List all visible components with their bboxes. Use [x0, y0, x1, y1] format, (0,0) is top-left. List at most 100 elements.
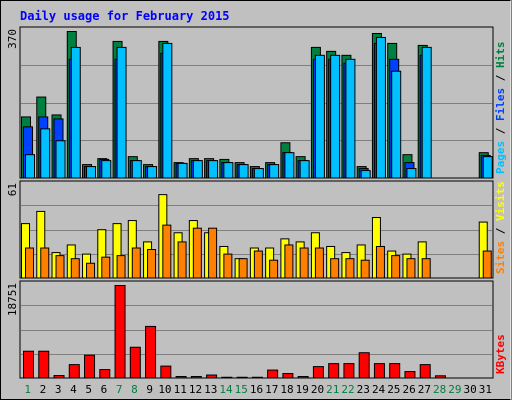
x-tick-label: 17 — [265, 383, 278, 396]
bar-sites-day-4 — [70, 258, 80, 279]
chart-title: Daily usage for February 2015 — [20, 9, 230, 23]
bar-kbytes-day-7 — [114, 285, 126, 379]
bar-pages-day-22 — [345, 58, 356, 179]
bar-kbytes-day-28 — [434, 375, 446, 379]
bar-kbytes-day-22 — [343, 363, 355, 379]
bar-sites-day-8 — [131, 247, 141, 279]
x-tick-label: 1 — [24, 383, 31, 396]
bar-pages-day-5 — [86, 166, 97, 179]
bar-sites-day-6 — [101, 256, 111, 279]
x-tick-label: 11 — [174, 383, 187, 396]
bar-kbytes-day-23 — [358, 352, 370, 379]
bar-sites-day-14 — [223, 253, 233, 279]
bar-sites-day-10 — [162, 224, 172, 279]
x-tick-label: 5 — [85, 383, 92, 396]
x-tick-label: 29 — [448, 383, 461, 396]
bar-sites-day-13 — [208, 227, 218, 279]
bar-pages-day-24 — [375, 36, 386, 179]
bar-kbytes-day-26 — [404, 371, 416, 379]
bar-pages-day-25 — [391, 70, 402, 179]
bar-pages-day-15 — [238, 164, 249, 179]
x-tick-label: 22 — [341, 383, 354, 396]
bar-pages-day-17 — [269, 164, 280, 179]
bar-kbytes-day-15 — [236, 376, 248, 379]
bar-pages-day-27 — [421, 46, 432, 179]
bar-sites-day-24 — [375, 245, 385, 279]
bar-kbytes-day-6 — [99, 369, 111, 379]
bar-pages-day-31 — [482, 156, 493, 179]
kbytes-panel: 18751 KBytes — [6, 280, 507, 379]
bar-pages-day-23 — [360, 170, 371, 179]
bar-kbytes-day-27 — [419, 364, 431, 379]
x-tick-label: 12 — [189, 383, 202, 396]
bar-sites-day-21 — [330, 258, 340, 279]
bar-pages-day-10 — [162, 42, 173, 179]
bar-sites-day-31 — [482, 250, 492, 279]
x-tick-label: 19 — [296, 383, 309, 396]
x-tick-label: 27 — [418, 383, 431, 396]
bar-kbytes-day-21 — [328, 363, 340, 379]
y-max-label: 370 — [6, 29, 19, 49]
legend-part: Sites — [494, 241, 507, 274]
bar-pages-day-13 — [208, 160, 219, 179]
bar-kbytes-day-16 — [251, 376, 263, 379]
bar-pages-day-14 — [223, 162, 234, 179]
x-tick-label: 28 — [433, 383, 446, 396]
bar-pages-day-2 — [40, 128, 51, 179]
bar-sites-day-26 — [406, 258, 416, 279]
bar-pages-day-21 — [330, 54, 341, 179]
y-axis-legend: KBytes — [494, 334, 507, 374]
legend-part: Hits — [494, 42, 507, 69]
legend-part: Files — [494, 88, 507, 121]
bar-kbytes-day-5 — [84, 354, 96, 379]
x-tick-label: 6 — [101, 383, 108, 396]
bar-sites-day-27 — [421, 258, 431, 279]
bar-kbytes-day-2 — [38, 350, 50, 379]
y-axis-legend: Pages / Files / Hits — [494, 42, 507, 175]
bar-pages-day-3 — [55, 140, 66, 179]
x-tick-label: 23 — [357, 383, 370, 396]
bar-kbytes-day-13 — [206, 374, 218, 379]
bar-kbytes-day-9 — [145, 325, 157, 379]
bar-sites-day-19 — [299, 247, 309, 279]
bar-sites-day-17 — [269, 259, 279, 279]
bar-kbytes-day-24 — [373, 363, 385, 379]
bar-pages-day-4 — [70, 46, 81, 179]
bar-pages-day-11 — [177, 162, 188, 179]
legend-part: Visits — [494, 181, 507, 221]
x-tick-label: 20 — [311, 383, 324, 396]
bar-sites-day-2 — [40, 247, 50, 279]
bar-sites-day-20 — [314, 247, 324, 279]
bar-sites-day-7 — [116, 255, 126, 279]
x-tick-label: 4 — [70, 383, 77, 396]
bar-pages-day-12 — [192, 160, 203, 179]
legend-part: / — [494, 121, 507, 141]
x-tick-label: 30 — [463, 383, 476, 396]
y-max-label: 61 — [6, 183, 19, 196]
bar-sites-day-22 — [345, 258, 355, 279]
bar-pages-day-8 — [131, 160, 142, 179]
x-tick-label: 16 — [250, 383, 263, 396]
bar-pages-day-19 — [299, 160, 310, 179]
x-tick-label: 3 — [55, 383, 62, 396]
plot-area — [19, 26, 494, 179]
y-axis-legend: Sites / Visits — [494, 181, 507, 274]
bar-kbytes-day-20 — [312, 366, 324, 379]
bar-sites-day-16 — [253, 250, 263, 279]
hits-panel: 370 Pages / Files / Hits — [6, 26, 507, 179]
x-tick-label: 31 — [479, 383, 492, 396]
bar-sites-day-11 — [177, 241, 187, 279]
x-tick-label: 18 — [280, 383, 293, 396]
bar-kbytes-day-12 — [190, 376, 202, 379]
bar-pages-day-1 — [25, 154, 35, 179]
x-axis-labels: 1 2 3 4 5 6 7 8 9 10 11 12 13 14 15 16 17 18 19 20 21 22 23 24 2… — [24, 383, 492, 396]
bar-pages-day-18 — [284, 152, 295, 179]
legend-part: / — [494, 68, 507, 88]
x-tick-label: 26 — [402, 383, 415, 396]
bar-sites-day-12 — [192, 227, 202, 279]
y-max-label: 18751 — [6, 283, 19, 316]
legend-part: Pages — [494, 141, 507, 174]
bar-sites-day-18 — [284, 244, 294, 279]
